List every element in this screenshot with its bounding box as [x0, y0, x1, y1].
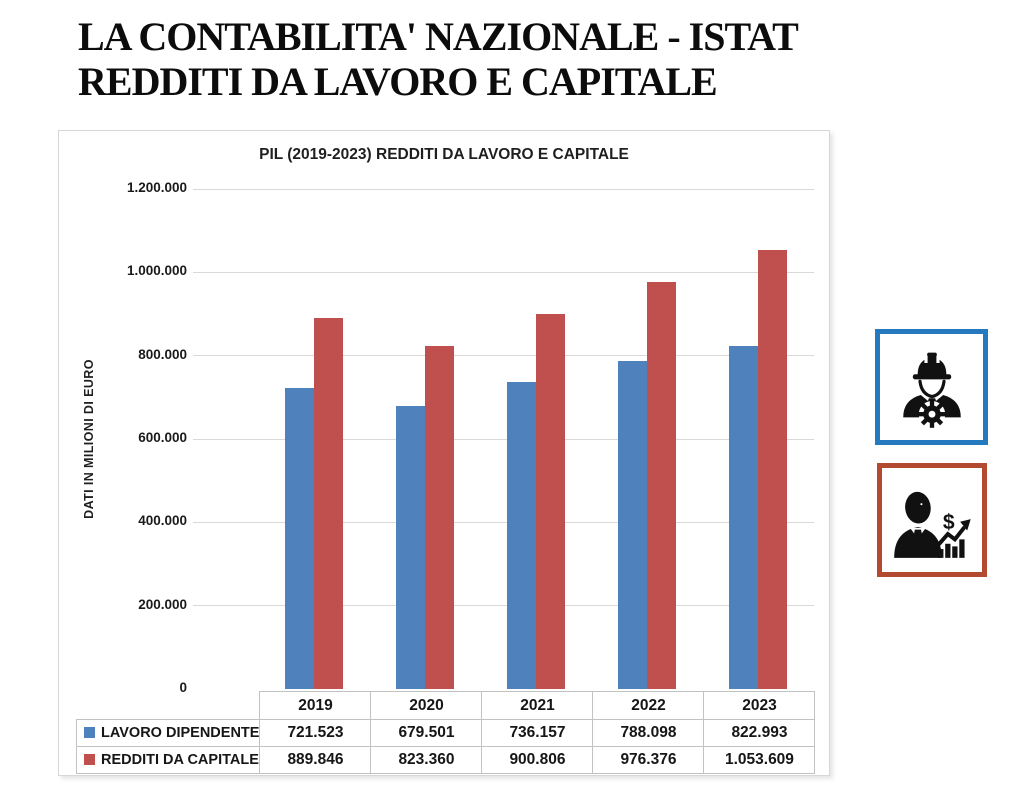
page-title-line2: REDDITI DA LAVORO E CAPITALE [78, 59, 718, 104]
legend-cell: LAVORO DIPENDENTE [75, 719, 261, 747]
y-tick-label: 600.000 [138, 430, 187, 445]
y-tick-label: 1.200.000 [126, 180, 187, 195]
value-cell-2022: 976.376 [592, 746, 705, 774]
value-cell-2020: 679.501 [370, 719, 483, 747]
bar-2023-lavoro-dipendente [728, 346, 758, 689]
bar-2019-lavoro-dipendente [284, 388, 314, 689]
legend-label: REDDITI DA CAPITALE [101, 752, 259, 768]
value-cell-2022: 788.098 [592, 719, 705, 747]
bar-2022-lavoro-dipendente [617, 360, 647, 689]
bar-2020-redditi-da-capitale [424, 345, 454, 689]
businessman-icon-box: $ [877, 463, 987, 577]
y-tick-label: 0 [179, 680, 187, 695]
y-tick-label: 1.000.000 [126, 263, 187, 279]
value-cell-2020: 823.360 [370, 746, 483, 774]
bar-2020-lavoro-dipendente [395, 405, 425, 689]
svg-text:$: $ [943, 511, 955, 534]
chart-panel: PIL (2019-2023) REDDITI DA LAVORO E CAPI… [58, 130, 830, 776]
engineer-worker-icon [902, 352, 961, 428]
bar-2022-redditi-da-capitale [646, 282, 676, 689]
plot-area [193, 188, 814, 689]
bar-2021-lavoro-dipendente [506, 382, 536, 689]
legend-swatch [84, 727, 95, 738]
year-header-2022: 2022 [592, 691, 705, 720]
gridline [193, 355, 814, 357]
value-cell-2019: 889.846 [259, 746, 372, 774]
value-cell-2021: 900.806 [481, 746, 594, 774]
engineer-icon-box [875, 329, 988, 445]
gridline [193, 188, 814, 190]
chart-title: PIL (2019-2023) REDDITI DA LAVORO E CAPI… [259, 146, 629, 163]
bar-2021-redditi-da-capitale [535, 313, 565, 689]
gridline [193, 521, 814, 523]
year-header-2020: 2020 [370, 691, 483, 720]
y-tick-label: 800.000 [138, 346, 187, 362]
value-cell-2023: 1.053.609 [703, 746, 816, 774]
value-cell-2023: 822.993 [703, 719, 816, 747]
businessman-growth-icon: $ [894, 491, 971, 558]
table-row: REDDITI DA CAPITALE 889.846 823.360 900.806… [75, 746, 816, 774]
table-corner-cell [77, 692, 260, 720]
page-title-line1: LA CONTABILITA' NAZIONALE - ISTAT [78, 14, 799, 59]
value-cell-2019: 721.523 [259, 719, 372, 747]
data-table: 2019 2020 2021 2022 2023 LAVORO DIPENDENTE 721… [75, 691, 816, 774]
legend-cell: REDDITI DA CAPITALE [75, 746, 261, 774]
y-axis-tick-labels: 0 200.000 400.000 600.000 800.000 1.000.000 1.… [59, 180, 187, 695]
year-header-2023: 2023 [703, 691, 816, 720]
legend-swatch [84, 754, 95, 765]
gridline [193, 271, 814, 273]
bar-2019-redditi-da-capitale [313, 318, 343, 689]
table-row: LAVORO DIPENDENTE 721.523 679.501 736.157 78… [75, 719, 816, 747]
value-cell-2021: 736.157 [481, 719, 594, 747]
legend-label: LAVORO DIPENDENTE [101, 725, 260, 741]
page-title: LA CONTABILITA' NAZIONALE - ISTAT REDDIT… [78, 14, 799, 104]
year-header-2019: 2019 [259, 691, 372, 720]
year-header-2021: 2021 [481, 691, 594, 720]
y-tick-label: 400.000 [138, 513, 187, 529]
gridline [193, 605, 814, 607]
gridline [193, 438, 814, 440]
y-tick-label: 200.000 [138, 596, 187, 612]
bar-2023-redditi-da-capitale [757, 250, 787, 689]
